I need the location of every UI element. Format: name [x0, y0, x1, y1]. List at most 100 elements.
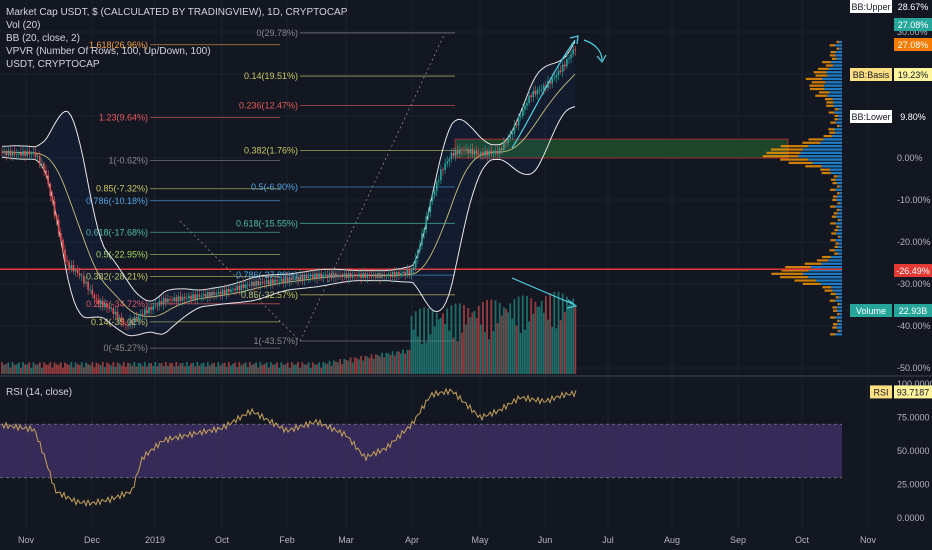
- volume-bar: [133, 362, 136, 374]
- candle-body: [326, 274, 329, 278]
- volume-bar: [7, 362, 10, 374]
- vpvr-bar-down: [832, 326, 837, 329]
- rsi-legend[interactable]: RSI (14, close): [6, 387, 73, 398]
- volume-bar: [34, 364, 37, 374]
- legend-symbol[interactable]: USDT, CRYPTOCAP: [6, 59, 100, 70]
- vpvr-bar-up: [824, 87, 842, 91]
- volume-bar: [303, 364, 306, 374]
- vpvr-bar-up: [839, 185, 842, 188]
- legend-bb[interactable]: BB (20, close, 2): [6, 33, 80, 44]
- volume-bar: [219, 365, 222, 374]
- rsi-tick-label: 25.0000: [897, 480, 930, 490]
- candle-body: [236, 285, 238, 291]
- fib-left-label: 0.236(-34.72%): [86, 299, 148, 309]
- volume-bar: [59, 362, 62, 374]
- volume-bar: [297, 362, 299, 374]
- x-tick-label: Oct: [795, 535, 810, 545]
- candle-body: [175, 297, 178, 302]
- volume-bar: [463, 305, 465, 374]
- candle-body: [536, 89, 539, 95]
- volume-trend-line: [511, 277, 576, 306]
- volume-bar: [421, 343, 423, 374]
- vpvr-bar-down: [830, 178, 836, 181]
- price-label-value: 28.67%: [898, 2, 929, 12]
- volume-bar: [110, 365, 113, 374]
- candle-body: [246, 284, 249, 286]
- candle-body: [421, 233, 423, 246]
- vpvr-bar-down: [829, 188, 836, 191]
- vpvr-bar-up: [836, 326, 842, 329]
- volume-bar: [230, 365, 232, 374]
- candle-body: [49, 184, 52, 196]
- volume-bar: [532, 313, 535, 374]
- volume-bar: [448, 330, 451, 374]
- volume-bar: [406, 349, 409, 374]
- candle-body: [93, 294, 96, 299]
- volume-bar: [200, 363, 203, 374]
- volume-bar: [122, 362, 125, 374]
- vpvr-bar-down: [822, 286, 832, 289]
- volume-bar: [160, 363, 163, 374]
- candle-body: [482, 152, 484, 156]
- candle-body: [5, 151, 7, 156]
- bb-fill: [2, 41, 575, 336]
- candle-body: [255, 281, 257, 287]
- trend-arrow: [511, 39, 576, 149]
- volume-bar: [32, 362, 35, 374]
- volume-bar: [412, 329, 415, 374]
- vpvr-bar-down: [811, 81, 826, 84]
- price-label-tag: [850, 68, 892, 81]
- rsi-band: [0, 424, 842, 478]
- volume-bar: [209, 365, 211, 374]
- volume-bar: [471, 312, 474, 374]
- volume-bar: [15, 364, 18, 374]
- vpvr-bar-down: [808, 138, 824, 141]
- volume-bar: [484, 331, 486, 374]
- vpvr-bar-up: [798, 155, 842, 158]
- vpvr-bar-up: [802, 148, 842, 151]
- volume-bar: [372, 358, 375, 374]
- volume-bar: [395, 351, 398, 374]
- candle-body: [156, 305, 159, 307]
- volume-bar: [97, 363, 100, 374]
- vpvr-bar-up: [835, 50, 842, 54]
- vpvr-bar-down: [835, 242, 839, 245]
- vpvr-bar-up: [812, 161, 842, 165]
- x-tick-label: May: [471, 535, 489, 545]
- volume-bar: [295, 364, 297, 374]
- vpvr-bar-up: [837, 309, 842, 312]
- volume-bar: [175, 362, 178, 374]
- volume-bar: [150, 363, 152, 374]
- chart-title[interactable]: Market Cap USDT, $ (CALCULATED BY TRADIN…: [6, 7, 348, 18]
- vpvr-bar-up: [839, 313, 842, 316]
- volume-bar: [339, 359, 341, 374]
- fib-left-label: 0.786(-10.18%): [86, 196, 148, 206]
- volume-bar: [469, 317, 472, 374]
- volume-bar: [169, 363, 171, 374]
- volume-bar: [242, 363, 245, 374]
- candle-body: [463, 150, 465, 152]
- vpvr-bar-up: [830, 171, 842, 175]
- volume-bar: [196, 362, 199, 374]
- volume-bar: [444, 323, 446, 374]
- volume-bar: [370, 354, 373, 374]
- volume-bar: [320, 367, 323, 374]
- vpvr-bar-down: [831, 232, 837, 235]
- volume-bar: [257, 367, 260, 374]
- volume-bar: [284, 364, 287, 374]
- vpvr-bar-up: [828, 259, 842, 262]
- vpvr-bar-down: [785, 266, 811, 269]
- candle-body: [219, 291, 222, 295]
- legend-vol[interactable]: Vol (20): [6, 20, 41, 31]
- candle-body: [312, 275, 314, 278]
- legend-vpvr[interactable]: VPVR (Number Of Rows, 100, Up/Down, 100): [6, 46, 211, 57]
- candle-body: [209, 292, 211, 297]
- volume-bar: [341, 364, 344, 374]
- volume-bar: [66, 364, 68, 374]
- volume-bar: [553, 291, 556, 374]
- candle-body: [177, 296, 180, 302]
- candle-body: [490, 150, 493, 154]
- volume-bar: [131, 365, 134, 374]
- volume-bar: [80, 362, 83, 374]
